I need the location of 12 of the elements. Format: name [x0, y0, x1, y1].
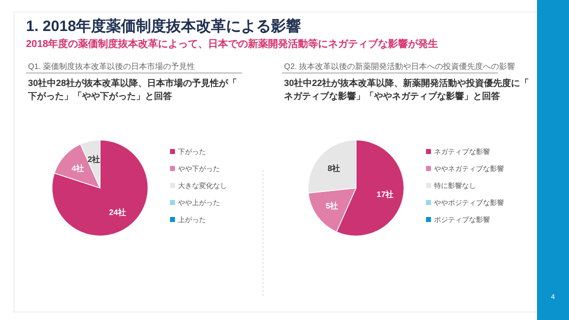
chart-subtitle: 30社中28社が抜本改革以降、日本市場の予見性が「下がった」「やや下がった」と回答: [27, 78, 238, 101]
data-label: 5社: [326, 201, 338, 210]
text: 1. 2018年度薬価制度抜本改革による影響: [26, 17, 302, 35]
data-label: 2社: [88, 154, 100, 164]
chart-subtitle: 30社中22社が抜本改革以降、新薬開発活動や投資優先度に「ネガティブな影響」「ややネガティブな影響」と回答: [284, 78, 530, 101]
data-label: 24社: [109, 208, 126, 218]
chart-title: Q2. 抜本改革以後の新薬開発活動や日本への投資優先度への影響: [284, 62, 516, 71]
data-label: 17社: [376, 190, 394, 200]
data-label: 4社: [72, 164, 84, 174]
chart-title: Q1. 薬価制度抜本改革以後の日本市場の予見性: [28, 62, 196, 71]
text: 2018年度の薬価制度抜本改革によって、日本での新薬開発活動等にネガティブな影響が発生: [26, 38, 438, 50]
data-label: 8社: [328, 164, 340, 174]
